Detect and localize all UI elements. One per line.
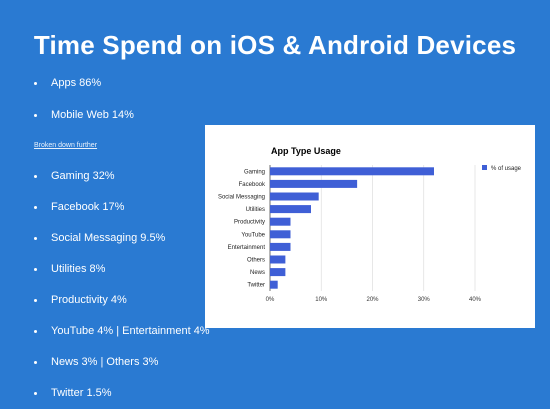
bullet-text: Apps 86% [51,77,102,89]
bullet-text: Facebook 17% [51,201,125,213]
category-label: Productivity [234,220,265,226]
category-label: Utilities [246,207,265,213]
bar [270,205,311,214]
bar [270,268,286,277]
bullet-text: Twitter 1.5% [51,387,112,399]
category-label: Entertainment [228,245,266,251]
bar [270,242,291,251]
x-tick-label: 0% [266,297,275,303]
bullet-dot [34,268,37,271]
legend: % of usage [482,165,522,172]
bullet-dot [34,361,37,364]
category-labels: Gaming Facebook Social Messaging Utilities P… [218,169,266,288]
category-label: Gaming [244,169,265,175]
bar [270,280,278,289]
category-label: Twitter [247,283,265,289]
legend-swatch [482,165,487,170]
slide-title: Time Spend on iOS & Android Devices [33,30,517,60]
x-tick-label: 20% [366,297,379,303]
bullet-text: Mobile Web 14% [51,109,134,121]
category-label: Social Messaging [218,195,265,201]
category-label: News [250,270,265,276]
bullet-text: Gaming 32% [51,170,115,182]
bullet-text: Productivity 4% [51,294,127,306]
category-label: Facebook [239,182,266,188]
bullet-dot [34,330,37,333]
chart-panel: App Type Usage Gaming Facebook Social Mess… [205,125,535,328]
broken-down-link[interactable]: Broken down further [34,142,98,149]
chart-title: App Type Usage [271,146,341,156]
legend-label: % of usage [491,166,522,172]
bar [270,192,319,201]
bullet-dot [34,175,37,178]
category-label: YouTube [241,232,265,238]
x-tick-label: 10% [315,297,328,303]
bar [270,217,291,226]
x-tick-label: 40% [469,297,482,303]
bullet-dot [34,299,37,302]
bullet-text: News 3% | Others 3% [51,356,159,368]
bar [270,179,358,188]
bar [270,255,286,264]
x-tick-labels: 0% 10% 20% 30% 40% [266,297,482,303]
bullet-dot [34,237,37,240]
bullet-dot [34,82,37,85]
bullet-dot [34,114,37,117]
bullet-dot [34,206,37,209]
bar-chart: App Type Usage Gaming Facebook Social Mess… [218,146,522,303]
bullet-text: Social Messaging 9.5% [51,232,166,244]
x-tick-label: 30% [418,297,431,303]
bullet-text: Utilities 8% [51,263,106,275]
bullet-dot [34,392,37,395]
bars [270,167,434,289]
bullet-text: YouTube 4% | Entertainment 4% [51,325,210,337]
bar [270,230,291,239]
bar [270,167,434,176]
category-label: Others [247,258,265,264]
